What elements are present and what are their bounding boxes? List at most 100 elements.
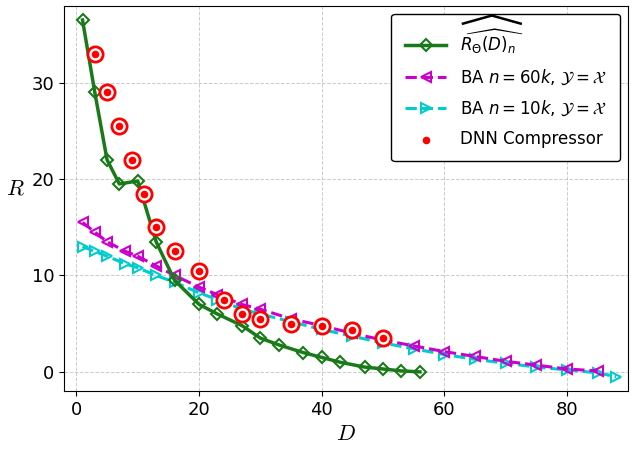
BA $n=60k$, $\mathcal{Y}=\mathcal{X}$ bbox=[563, 366, 571, 372]
BA $n=60k$, $\mathcal{Y}=\mathcal{X}$ bbox=[171, 273, 178, 278]
BA $n=60k$, $\mathcal{Y}=\mathcal{X}$ bbox=[214, 292, 221, 297]
BA $n=60k$, $\mathcal{Y}=\mathcal{X}$ bbox=[238, 302, 246, 307]
DNN Compressor bbox=[151, 224, 161, 231]
DNN Compressor bbox=[194, 267, 204, 274]
BA $n=60k$, $\mathcal{Y}=\mathcal{X}$ bbox=[502, 359, 510, 364]
Y-axis label: $R$: $R$ bbox=[6, 178, 25, 198]
BA $n=10k$, $\mathcal{Y}=\mathcal{X}$ bbox=[502, 360, 510, 366]
$\widehat{R_{\Theta}(D)_n}$ bbox=[416, 369, 424, 374]
BA $n=10k$, $\mathcal{Y}=\mathcal{X}$ bbox=[471, 357, 479, 362]
$\widehat{R_{\Theta}(D)_n}$ bbox=[398, 368, 405, 373]
$\widehat{R_{\Theta}(D)_n}$ bbox=[195, 302, 203, 307]
Point bbox=[194, 267, 204, 274]
BA $n=10k$, $\mathcal{Y}=\mathcal{X}$ bbox=[214, 297, 221, 302]
DNN Compressor bbox=[286, 320, 296, 327]
$\widehat{R_{\Theta}(D)_n}$ bbox=[299, 350, 307, 356]
BA $n=10k$, $\mathcal{Y}=\mathcal{X}$ bbox=[91, 249, 99, 254]
$\widehat{R_{\Theta}(D)_n}$ bbox=[379, 366, 387, 372]
DNN Compressor bbox=[256, 315, 266, 323]
Line: $\widehat{R_{\Theta}(D)_n}$: $\widehat{R_{\Theta}(D)_n}$ bbox=[79, 16, 424, 376]
DNN Compressor bbox=[237, 310, 247, 318]
Line: BA $n=60k$, $\mathcal{Y}=\mathcal{X}$: BA $n=60k$, $\mathcal{Y}=\mathcal{X}$ bbox=[77, 218, 603, 376]
BA $n=60k$, $\mathcal{Y}=\mathcal{X}$ bbox=[91, 230, 99, 235]
BA $n=10k$, $\mathcal{Y}=\mathcal{X}$ bbox=[594, 370, 602, 376]
$\widehat{R_{\Theta}(D)_n}$ bbox=[115, 181, 123, 187]
BA $n=60k$, $\mathcal{Y}=\mathcal{X}$ bbox=[257, 306, 264, 312]
$\widehat{R_{\Theta}(D)_n}$ bbox=[337, 360, 344, 365]
$\widehat{R_{\Theta}(D)_n}$ bbox=[257, 335, 264, 341]
BA $n=10k$, $\mathcal{Y}=\mathcal{X}$ bbox=[152, 273, 160, 278]
Point bbox=[127, 156, 137, 163]
Point bbox=[286, 320, 296, 327]
BA $n=10k$, $\mathcal{Y}=\mathcal{X}$ bbox=[122, 261, 129, 266]
BA $n=10k$, $\mathcal{Y}=\mathcal{X}$ bbox=[79, 244, 86, 249]
DNN Compressor bbox=[102, 89, 112, 96]
BA $n=60k$, $\mathcal{Y}=\mathcal{X}$ bbox=[379, 338, 387, 343]
Point bbox=[316, 322, 327, 329]
BA $n=60k$, $\mathcal{Y}=\mathcal{X}$ bbox=[471, 354, 479, 359]
DNN Compressor bbox=[169, 248, 179, 255]
DNN Compressor bbox=[127, 156, 137, 163]
BA $n=10k$, $\mathcal{Y}=\mathcal{X}$ bbox=[533, 364, 540, 370]
DNN Compressor bbox=[347, 327, 358, 334]
Point bbox=[256, 315, 266, 323]
Point bbox=[90, 50, 100, 57]
DNN Compressor bbox=[90, 50, 100, 57]
BA $n=10k$, $\mathcal{Y}=\mathcal{X}$ bbox=[238, 306, 246, 312]
DNN Compressor bbox=[114, 122, 124, 130]
BA $n=10k$, $\mathcal{Y}=\mathcal{X}$ bbox=[563, 367, 571, 373]
DNN Compressor bbox=[219, 296, 229, 303]
BA $n=60k$, $\mathcal{Y}=\mathcal{X}$ bbox=[103, 239, 111, 244]
$\widehat{R_{\Theta}(D)_n}$ bbox=[152, 239, 160, 244]
BA $n=60k$, $\mathcal{Y}=\mathcal{X}$ bbox=[287, 316, 295, 322]
BA $n=60k$, $\mathcal{Y}=\mathcal{X}$ bbox=[533, 362, 540, 368]
BA $n=60k$, $\mathcal{Y}=\mathcal{X}$ bbox=[349, 331, 356, 336]
$\widehat{R_{\Theta}(D)_n}$ bbox=[91, 90, 99, 95]
BA $n=60k$, $\mathcal{Y}=\mathcal{X}$ bbox=[594, 368, 602, 373]
Point bbox=[102, 89, 112, 96]
$\widehat{R_{\Theta}(D)_n}$ bbox=[275, 342, 283, 347]
BA $n=60k$, $\mathcal{Y}=\mathcal{X}$ bbox=[134, 253, 141, 259]
X-axis label: $D$: $D$ bbox=[337, 424, 356, 445]
Point bbox=[151, 224, 161, 231]
Point bbox=[219, 296, 229, 303]
$\widehat{R_{\Theta}(D)_n}$ bbox=[214, 311, 221, 317]
BA $n=60k$, $\mathcal{Y}=\mathcal{X}$ bbox=[195, 284, 203, 290]
BA $n=10k$, $\mathcal{Y}=\mathcal{X}$ bbox=[318, 327, 325, 332]
$\widehat{R_{\Theta}(D)_n}$ bbox=[361, 364, 368, 370]
BA $n=10k$, $\mathcal{Y}=\mathcal{X}$ bbox=[195, 290, 203, 296]
Point bbox=[237, 310, 247, 318]
BA $n=10k$, $\mathcal{Y}=\mathcal{X}$ bbox=[287, 319, 295, 324]
$\widehat{R_{\Theta}(D)_n}$ bbox=[171, 278, 178, 283]
$\widehat{R_{\Theta}(D)_n}$ bbox=[134, 178, 141, 184]
BA $n=10k$, $\mathcal{Y}=\mathcal{X}$ bbox=[171, 279, 178, 285]
BA $n=10k$, $\mathcal{Y}=\mathcal{X}$ bbox=[349, 333, 356, 339]
BA $n=60k$, $\mathcal{Y}=\mathcal{X}$ bbox=[318, 323, 325, 328]
BA $n=10k$, $\mathcal{Y}=\mathcal{X}$ bbox=[103, 253, 111, 259]
BA $n=60k$, $\mathcal{Y}=\mathcal{X}$ bbox=[79, 220, 86, 225]
Point bbox=[347, 327, 358, 334]
BA $n=10k$, $\mathcal{Y}=\mathcal{X}$ bbox=[441, 352, 448, 357]
Point bbox=[378, 334, 388, 342]
DNN Compressor bbox=[378, 334, 388, 342]
BA $n=10k$, $\mathcal{Y}=\mathcal{X}$ bbox=[379, 340, 387, 346]
BA $n=10k$, $\mathcal{Y}=\mathcal{X}$ bbox=[257, 311, 264, 317]
BA $n=60k$, $\mathcal{Y}=\mathcal{X}$ bbox=[410, 343, 418, 349]
$\widehat{R_{\Theta}(D)_n}$ bbox=[318, 355, 325, 360]
BA $n=10k$, $\mathcal{Y}=\mathcal{X}$ bbox=[612, 374, 620, 379]
BA $n=60k$, $\mathcal{Y}=\mathcal{X}$ bbox=[152, 263, 160, 269]
Point bbox=[114, 122, 124, 130]
BA $n=10k$, $\mathcal{Y}=\mathcal{X}$ bbox=[410, 346, 418, 351]
$\widehat{R_{\Theta}(D)_n}$ bbox=[238, 323, 246, 328]
BA $n=60k$, $\mathcal{Y}=\mathcal{X}$ bbox=[441, 349, 448, 354]
Legend: $\widehat{R_{\Theta}(D)_n}$, BA $n=60k$, $\mathcal{Y}=\mathcal{X}$, BA $n=10k$, : $\widehat{R_{\Theta}(D)_n}$, BA $n=60k$,… bbox=[391, 14, 620, 162]
DNN Compressor bbox=[316, 322, 327, 329]
Point bbox=[139, 190, 149, 197]
$\widehat{R_{\Theta}(D)_n}$ bbox=[103, 157, 111, 162]
Line: BA $n=10k$, $\mathcal{Y}=\mathcal{X}$: BA $n=10k$, $\mathcal{Y}=\mathcal{X}$ bbox=[77, 242, 621, 382]
BA $n=60k$, $\mathcal{Y}=\mathcal{X}$ bbox=[122, 249, 129, 254]
Point bbox=[169, 248, 179, 255]
DNN Compressor bbox=[139, 190, 149, 197]
$\widehat{R_{\Theta}(D)_n}$ bbox=[79, 17, 86, 22]
BA $n=10k$, $\mathcal{Y}=\mathcal{X}$ bbox=[134, 265, 141, 270]
